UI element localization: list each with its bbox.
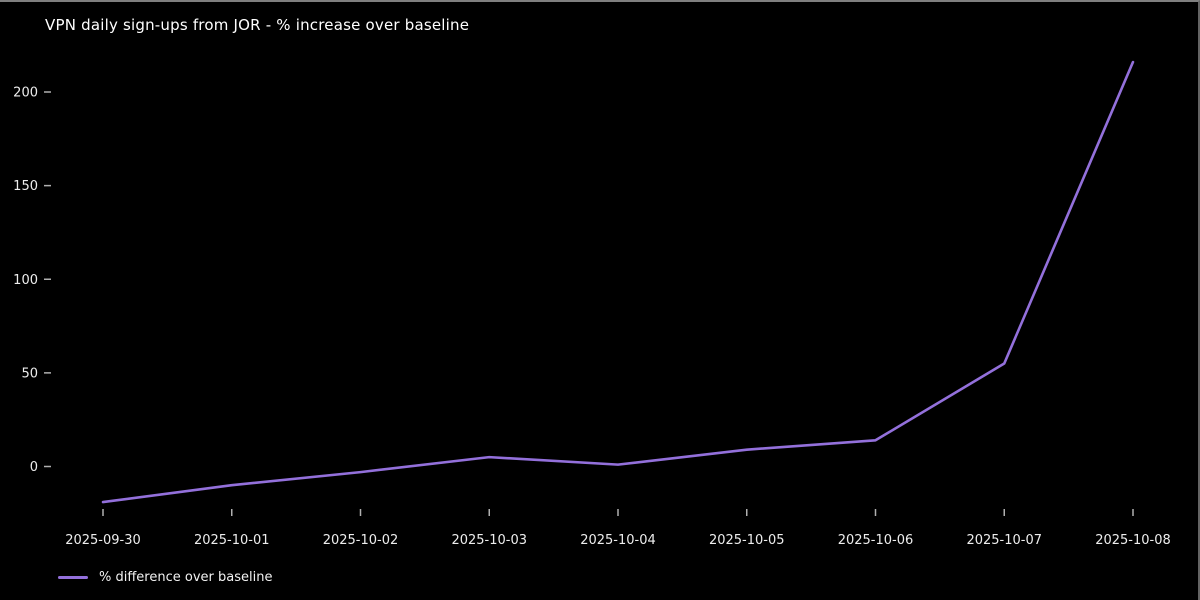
y-tick-label: 50: [21, 366, 38, 381]
x-tick-label: 2025-10-04: [580, 533, 656, 548]
legend-label: % difference over baseline: [99, 570, 273, 585]
x-tick-label: 2025-10-02: [323, 533, 399, 548]
series-line: [101, 60, 1135, 504]
legend: % difference over baseline: [58, 570, 272, 585]
y-tick-label: 100: [13, 273, 38, 288]
x-tick-label: 2025-10-07: [966, 533, 1042, 548]
legend-line-swatch: [58, 576, 88, 579]
y-tick-label: 0: [30, 460, 38, 475]
y-tick-label: 200: [13, 86, 38, 101]
y-tick-label: 150: [13, 179, 38, 194]
x-tick-label: 2025-10-03: [451, 533, 527, 548]
x-tick-label: 2025-10-01: [194, 533, 270, 548]
chart-title: VPN daily sign-ups from JOR - % increase…: [45, 16, 470, 34]
x-tick-label: 2025-10-06: [838, 533, 914, 548]
x-tick-label: 2025-10-05: [709, 533, 785, 548]
x-tick-label: 2025-10-08: [1095, 533, 1171, 548]
x-tick-label: 2025-09-30: [65, 533, 141, 548]
